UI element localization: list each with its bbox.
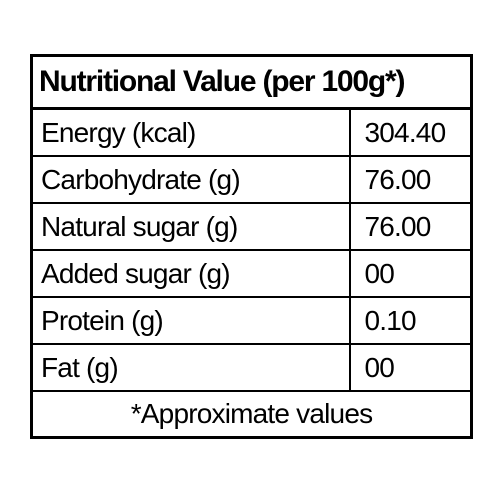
nutrient-value: 304.40 <box>348 107 473 157</box>
nutrient-value: 00 <box>348 343 473 392</box>
nutrient-value: 76.00 <box>348 202 473 251</box>
table-row: Carbohydrate (g) 76.00 <box>30 155 473 204</box>
nutrient-value: 76.00 <box>348 155 473 204</box>
table-footer-row: *Approximate values <box>30 390 473 439</box>
table-header-row: Nutritional Value (per 100g*) <box>30 54 473 110</box>
table-row: Fat (g) 00 <box>30 343 473 392</box>
nutrient-name: Energy (kcal) <box>30 107 351 157</box>
nutrient-value: 00 <box>348 249 473 298</box>
table-title: Nutritional Value (per 100g*) <box>30 54 473 110</box>
nutrient-name: Protein (g) <box>30 296 351 345</box>
table-row: Natural sugar (g) 76.00 <box>30 202 473 251</box>
table-row: Energy (kcal) 304.40 <box>30 107 473 157</box>
table-row: Protein (g) 0.10 <box>30 296 473 345</box>
nutrition-table: Nutritional Value (per 100g*) Energy (kc… <box>30 54 474 439</box>
nutrient-name: Natural sugar (g) <box>30 202 351 251</box>
table-footnote: *Approximate values <box>30 390 473 439</box>
table-row: Added sugar (g) 00 <box>30 249 473 298</box>
nutrient-name: Fat (g) <box>30 343 351 392</box>
nutrient-value: 0.10 <box>348 296 473 345</box>
nutrient-name: Carbohydrate (g) <box>30 155 351 204</box>
nutrient-name: Added sugar (g) <box>30 249 351 298</box>
